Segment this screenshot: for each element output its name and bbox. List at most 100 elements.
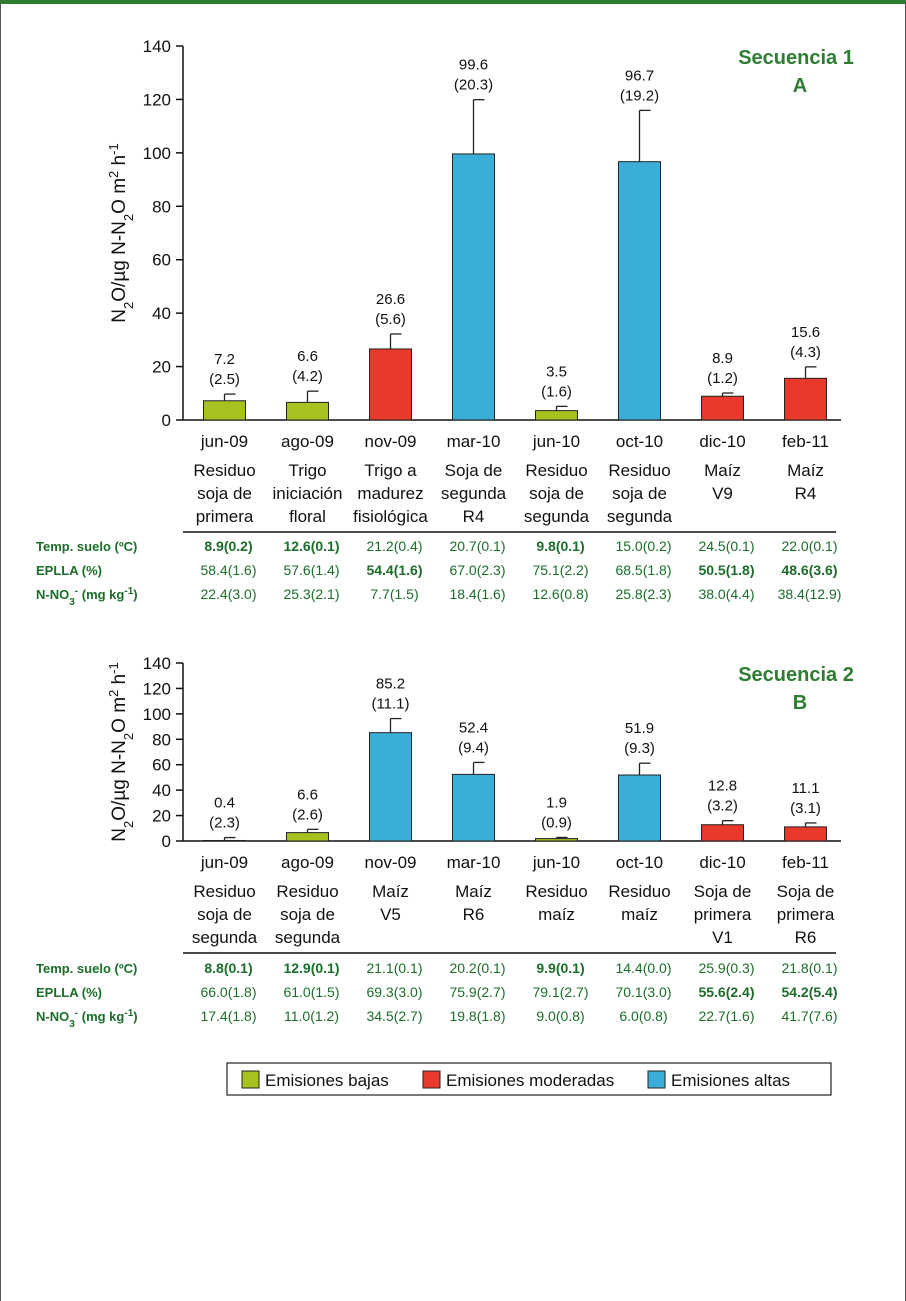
x-subcategory-label: primera [777, 905, 835, 924]
x-subcategory-label: V9 [712, 484, 733, 503]
table-cell: 48.6(3.6) [781, 562, 837, 578]
data-label-error: (5.6) [375, 311, 406, 328]
table-cell: 68.5(1.8) [615, 562, 671, 578]
x-tick-label: feb-11 [782, 432, 829, 451]
x-subcategory-label: soja de [612, 484, 667, 503]
table-row-label: N-NO3- (mg kg-1) [36, 586, 138, 608]
table-cell: 21.8(0.1) [781, 960, 837, 976]
table-row-label: Temp. suelo (ºC) [36, 961, 137, 976]
y-tick-label: 20 [152, 807, 171, 826]
data-label-error: (3.2) [707, 798, 738, 815]
x-subcategory-label: segunda [192, 928, 258, 947]
table-cell: 11.0(1.2) [284, 1008, 339, 1024]
table-cell: 57.6(1.4) [283, 562, 339, 578]
x-subcategory-label: R6 [463, 905, 485, 924]
x-subcategory-label: floral [289, 507, 326, 526]
x-tick-label: jun-09 [200, 853, 248, 872]
data-label-error: (4.2) [292, 368, 323, 385]
legend: Emisiones bajas Emisiones moderadas Emisio… [226, 1062, 832, 1096]
x-subcategory-label: Trigo a [364, 461, 417, 480]
table-cell: 9.9(0.1) [536, 960, 584, 976]
data-label-value: 85.2 [376, 676, 405, 693]
table-cell: 22.0(0.1) [781, 538, 837, 554]
x-subcategory-label: soja de [529, 484, 584, 503]
sequence-title: Secuencia 2 [738, 664, 854, 686]
y-tick-label: 140 [143, 654, 171, 673]
legend-label: Emisiones altas [671, 1071, 790, 1090]
data-label-error: (2.3) [209, 815, 240, 832]
data-label-value: 3.5 [546, 363, 567, 380]
x-tick-label: ago-09 [281, 432, 334, 451]
y-tick-label: 60 [152, 756, 171, 775]
x-tick-label: feb-11 [782, 853, 829, 872]
x-subcategory-label: V1 [712, 928, 733, 947]
x-subcategory-label: madurez [357, 484, 423, 503]
table-cell: 19.8(1.8) [449, 1008, 505, 1024]
x-subcategory-label: soja de [197, 905, 252, 924]
bar [286, 832, 329, 842]
table-cell: 18.4(1.6) [449, 586, 505, 602]
table-cell: 12.6(0.8) [532, 586, 588, 602]
x-tick-label: jun-09 [200, 432, 248, 451]
y-tick-label: 140 [143, 37, 171, 56]
y-tick-label: 100 [143, 705, 171, 724]
data-label-value: 6.6 [297, 786, 318, 803]
y-tick-label: 80 [152, 730, 171, 749]
bar [203, 839, 246, 842]
x-subcategory-label: maíz [538, 905, 575, 924]
data-label-value: 1.9 [546, 794, 567, 811]
table-cell: 8.8(0.1) [204, 960, 252, 976]
y-tick-label: 0 [162, 832, 171, 851]
table-cell: 20.7(0.1) [449, 538, 505, 554]
x-subcategory-label: Residuo [525, 882, 587, 901]
x-subcategory-label: Residuo [608, 882, 670, 901]
data-label-error: (9.4) [458, 739, 489, 756]
table-cell: 61.0(1.5) [283, 984, 339, 1000]
table-cell: 8.9(0.2) [204, 538, 252, 554]
x-subcategory-label: Residuo [193, 882, 255, 901]
bar [701, 395, 744, 421]
table-cell: 75.1(2.2) [532, 562, 588, 578]
x-subcategory-label: primera [196, 507, 254, 526]
table-cell: 6.0(0.8) [619, 1008, 667, 1024]
legend-swatch [422, 1070, 441, 1089]
bar [452, 773, 495, 842]
data-label-value: 52.4 [459, 719, 488, 736]
table-cell: 25.9(0.3) [698, 960, 754, 976]
data-label-error: (20.3) [454, 77, 493, 94]
data-label-error: (2.5) [209, 371, 240, 388]
table-cell: 25.8(2.3) [615, 586, 671, 602]
x-subcategory-label: Soja de [445, 461, 503, 480]
table-cell: 54.2(5.4) [781, 984, 837, 1000]
bar [784, 826, 827, 842]
data-label-value: 7.2 [214, 351, 235, 368]
legend-label: Emisiones bajas [265, 1071, 389, 1090]
table-cell: 12.6(0.1) [283, 538, 339, 554]
data-label-value: 6.6 [297, 348, 318, 365]
x-subcategory-label: Trigo [288, 461, 326, 480]
sequence-title: Secuencia 1 [738, 47, 854, 69]
y-tick-label: 80 [152, 197, 171, 216]
table-cell: 9.0(0.8) [536, 1008, 584, 1024]
panel-letter: B [793, 692, 807, 714]
x-subcategory-label: R6 [795, 928, 817, 947]
table-cell: 66.0(1.8) [200, 984, 256, 1000]
bar [784, 377, 827, 421]
table-cell: 22.4(3.0) [200, 586, 256, 602]
y-tick-label: 120 [143, 90, 171, 109]
y-tick-label: 40 [152, 304, 171, 323]
x-subcategory-label: segunda [524, 507, 590, 526]
table-row-label: EPLLA (%) [36, 985, 102, 1000]
x-subcategory-label: V5 [380, 905, 401, 924]
x-subcategory-label: R4 [463, 507, 485, 526]
chart-panel-2: 0 20 40 60 80 100 120 140 N2O/µg N-N2O m2 h-1 Sec… [36, 654, 854, 1030]
x-subcategory-label: segunda [441, 484, 507, 503]
data-label-error: (19.2) [620, 87, 659, 104]
data-label-error: (3.1) [790, 800, 821, 817]
legend-box [226, 1062, 832, 1096]
x-tick-label: oct-10 [616, 432, 663, 451]
x-subcategory-label: fisiológica [353, 507, 428, 526]
x-subcategory-label: maíz [621, 905, 658, 924]
table-cell: 21.2(0.4) [366, 538, 422, 554]
x-subcategory-label: Residuo [193, 461, 255, 480]
